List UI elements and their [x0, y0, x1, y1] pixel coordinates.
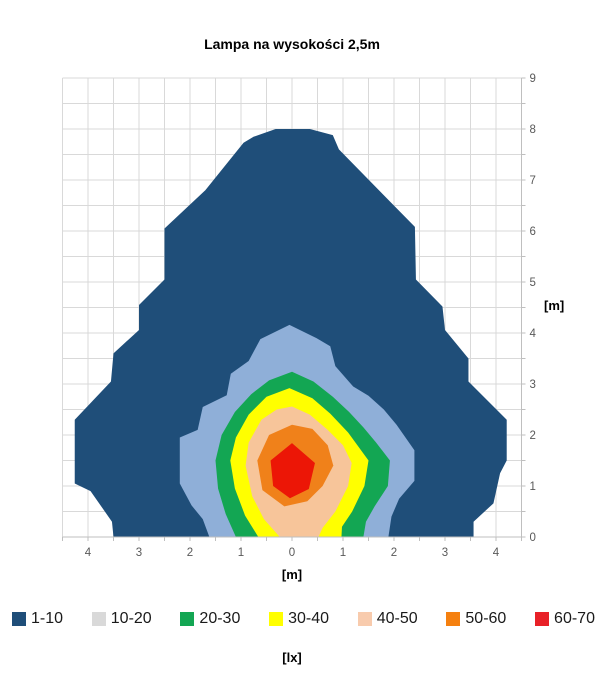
legend-swatch-icon [269, 612, 284, 626]
contour-bands [74, 129, 507, 537]
axes [62, 77, 526, 541]
y-tick-label: 6 [530, 226, 536, 238]
chart-title: Lampa na wysokości 2,5m [204, 36, 380, 52]
x-axis-title: [m] [281, 567, 303, 582]
y-tick-label: 2 [530, 430, 536, 442]
legend-item-30-40: 30-40 [269, 609, 329, 629]
legend-label: 10-20 [110, 610, 152, 627]
legend-label: 20-30 [199, 610, 241, 627]
tick-labels: 4 3 2 1 0 1 2 3 4 0 1 2 3 4 5 6 7 8 9 [85, 73, 537, 559]
y-tick-label: 7 [530, 175, 536, 187]
y-tick-label: 1 [530, 481, 536, 493]
legend-swatch-icon [180, 612, 195, 626]
y-tick-label: 5 [530, 277, 536, 289]
legend-swatch-icon [535, 612, 550, 626]
legend-item-40-50: 40-50 [357, 609, 418, 629]
legend-swatch-icon [12, 612, 26, 626]
legend: 1-10 10-20 20-30 30-40 40-50 50-60 60-70 [12, 609, 595, 629]
contour-band-60-70 [270, 443, 315, 499]
legend-swatch-icon [91, 612, 106, 626]
x-tick-label: 2 [187, 547, 193, 559]
legend-swatch-icon [357, 612, 372, 626]
legend-label: 50-60 [465, 610, 507, 627]
legend-swatch-icon [446, 612, 461, 626]
legend-item-1-10: 1-10 [12, 609, 63, 629]
legend-item-20-30: 20-30 [180, 609, 240, 629]
x-tick-label: 4 [493, 547, 500, 559]
legend-label: 40-50 [376, 610, 418, 627]
y-tick-label: 4 [530, 328, 537, 340]
legend-item-10-20: 10-20 [91, 609, 152, 629]
y-axis-title: [m] [544, 298, 565, 313]
y-tick-label: 3 [530, 379, 536, 391]
y-tick-label: 8 [530, 124, 536, 136]
x-tick-label: 4 [85, 547, 92, 559]
x-tick-label: 3 [136, 547, 142, 559]
legend-unit-label: [lx] [282, 650, 302, 665]
legend-label: 60-70 [554, 610, 595, 627]
legend-item-60-70: 60-70 [535, 609, 595, 629]
y-tick-label: 9 [530, 73, 536, 85]
x-tick-label: 3 [442, 547, 448, 559]
y-tick-label: 0 [530, 532, 536, 544]
legend-item-50-60: 50-60 [446, 609, 506, 629]
x-tick-label: 2 [391, 547, 397, 559]
x-tick-label: 1 [238, 547, 244, 559]
x-tick-label: 0 [289, 547, 295, 559]
x-tick-label: 1 [340, 547, 346, 559]
legend-label: 30-40 [288, 610, 329, 627]
legend-label: 1-10 [31, 610, 64, 627]
